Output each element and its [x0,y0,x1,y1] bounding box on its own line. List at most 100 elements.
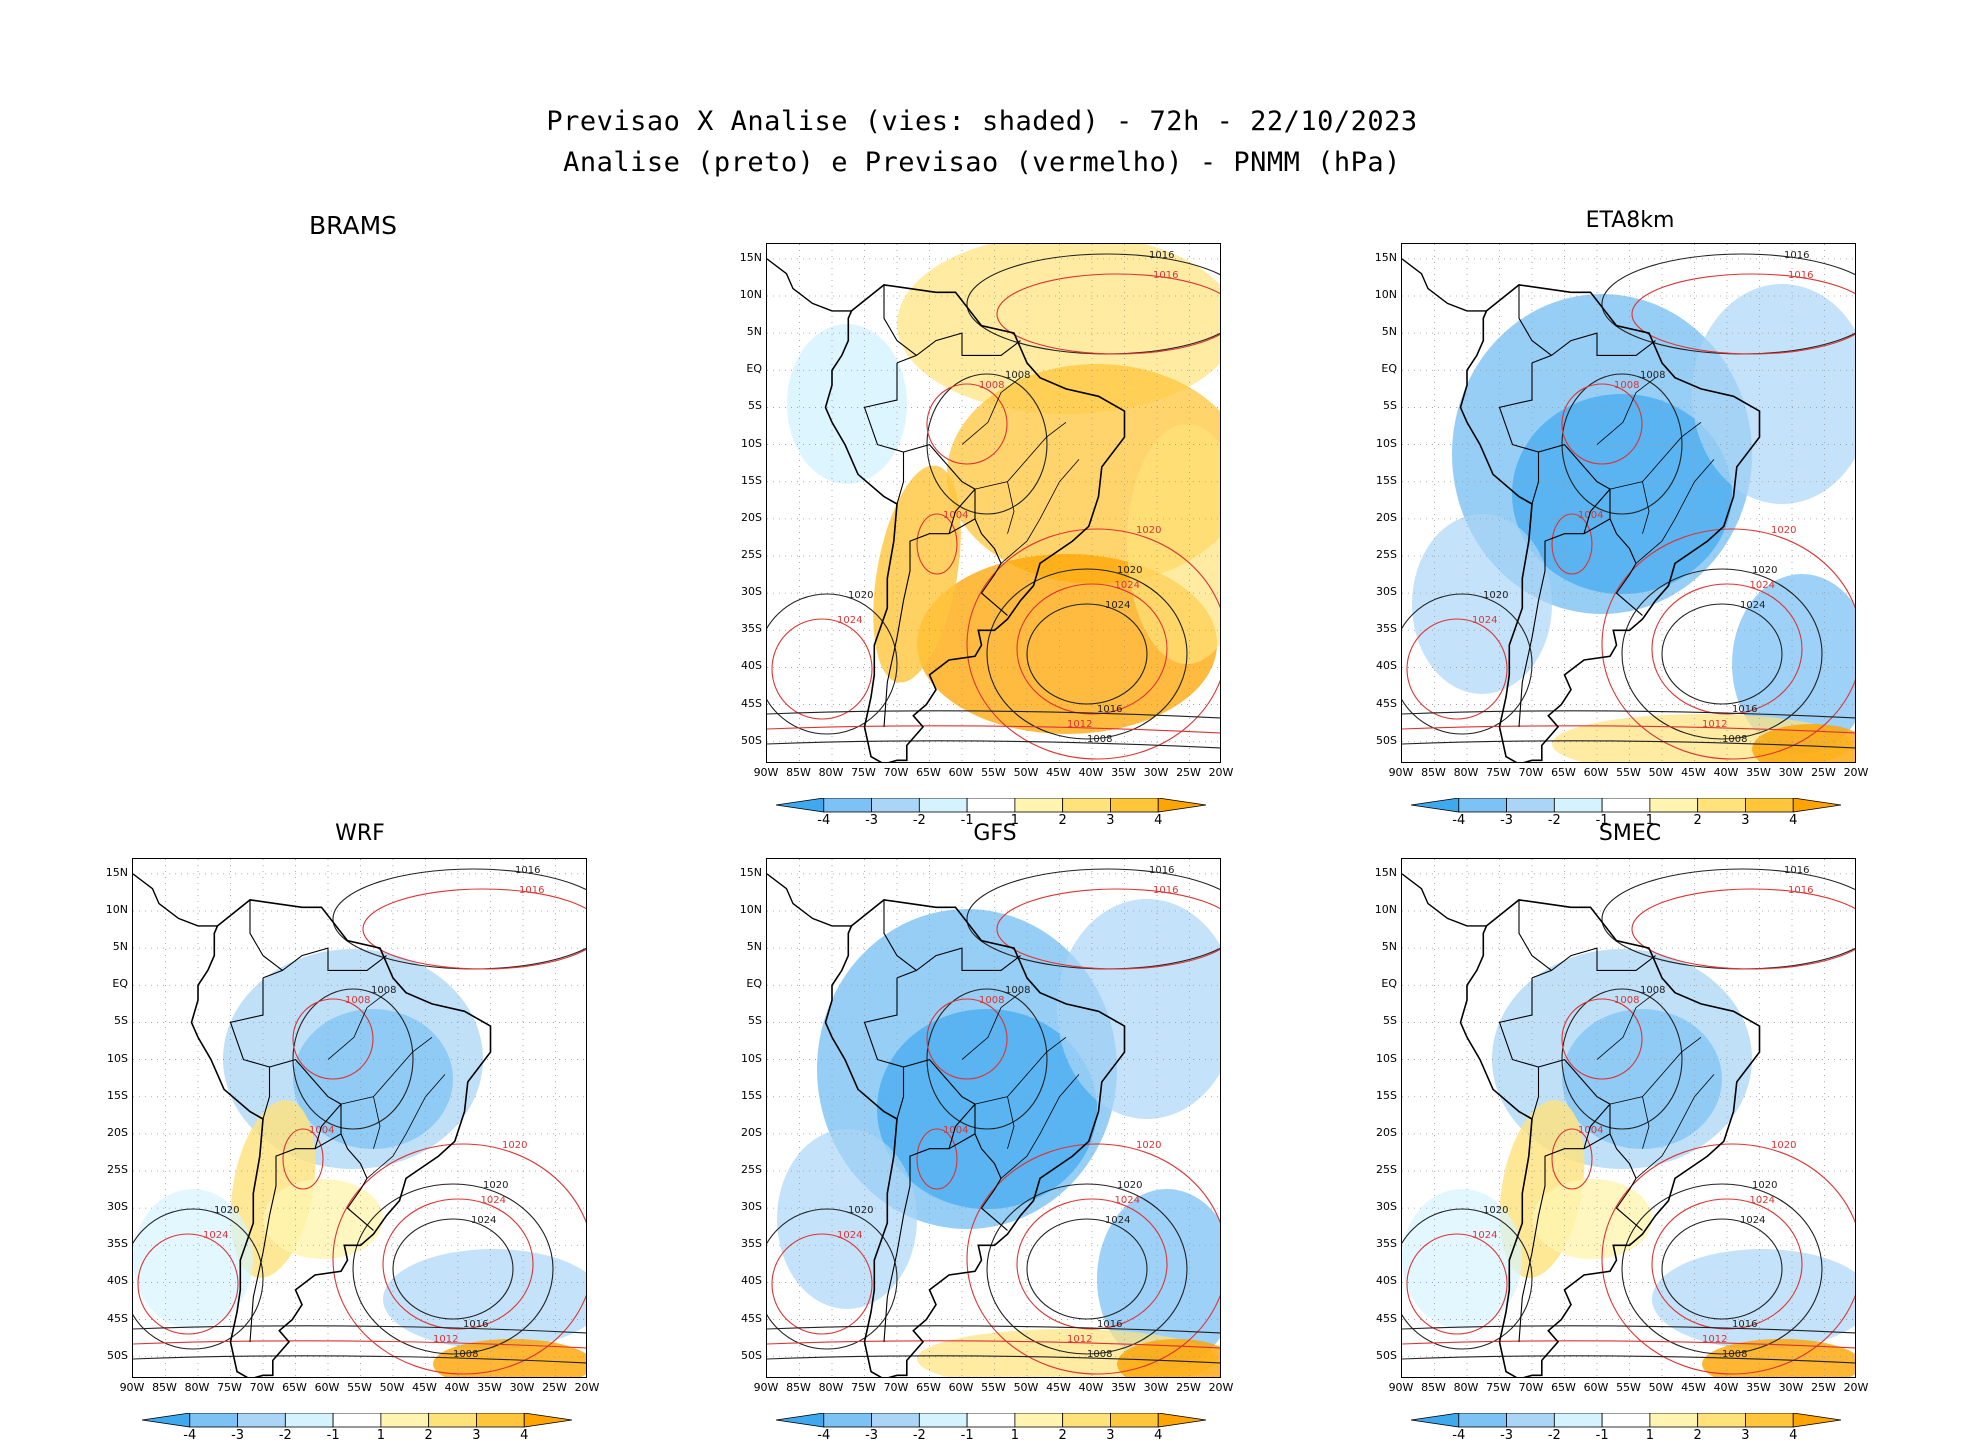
colorbar-label: 3 [1741,813,1750,828]
country-border [903,443,976,519]
country-border [863,977,905,1120]
state-border [1007,1096,1015,1149]
isobar-label: 1008 [1087,1349,1112,1360]
isobar-contour [1551,1128,1593,1190]
state-border [1007,481,1015,534]
label-gfs: GFS [973,821,1017,846]
longitude-label: 75W [217,1381,242,1394]
isobar-label: 1024 [1740,1215,1765,1226]
label-wrf: WRF [335,821,385,846]
state-border [961,992,1021,1060]
longitude-label: 75W [1486,1381,1511,1394]
longitude-label: 85W [1421,766,1446,779]
longitude-label: 45W [412,1381,437,1394]
colorbar-segment [1458,798,1507,813]
colorbar-segment [823,798,872,813]
isobar-contour [1402,1340,1855,1349]
colorbar-segment [189,1413,238,1428]
bias-shade [133,1189,253,1329]
longitude-label: 65W [1551,766,1576,779]
latitude-label: 15S [107,1088,128,1102]
colorbar-segment [1601,798,1651,813]
state-border [366,1074,446,1179]
isobar-label: 1020 [1752,1180,1777,1191]
isobar-label: 1020 [1771,525,1796,536]
longitude-label: 35W [477,1381,502,1394]
isobar-contour [1402,725,1855,734]
isobar-contour [352,1183,554,1355]
isobar-contour [767,1355,1220,1364]
longitude-label: 70W [249,1381,275,1394]
colorbar-label: 4 [1789,813,1798,828]
latitude-label: 35S [1376,622,1397,636]
isobar-contour [292,988,414,1130]
longitude-label: 80W [818,766,844,779]
isobar-label: 1024 [1115,580,1140,591]
colorbar-segment [966,1413,1016,1428]
longitude-label: 50W [1648,1381,1674,1394]
coastline [1459,284,1761,762]
state-border [1642,1096,1650,1149]
country-border [1531,332,1656,364]
latitude-label: 10N [1374,288,1397,301]
isobar-label: 1020 [1117,1180,1142,1191]
longitude-label: 60W [314,1381,340,1394]
isobar-contour [771,1233,873,1335]
isobar-label: 1024 [481,1195,506,1206]
colorbar [1411,1413,1842,1428]
colorbar-segment [1506,1413,1555,1428]
isobar-contour [1402,710,1855,719]
state-border [1000,459,1080,564]
bias-shade [1702,1339,1855,1377]
colorbar-segment [1110,798,1159,813]
country-border [1498,362,1540,505]
isobar-contour [1561,998,1643,1080]
longitude-label: 75W [851,766,876,779]
isobar-contour [996,888,1220,970]
isobar-contour [767,725,1220,734]
longitude-label: 30W [1778,1381,1804,1394]
isobar-label: 1020 [1752,565,1777,576]
longitude-label: 25W [1176,766,1201,779]
latitude-label: 45S [741,696,762,710]
latitude-label: 5N [746,940,762,954]
map-canvas: 1024102010241020102010241016101210081008… [1402,859,1855,1377]
latitude-label: 15S [1376,473,1397,487]
isobar-label: 1012 [1702,1334,1727,1345]
isobar-label: 1020 [502,1140,527,1151]
country-border [883,284,917,356]
longitude-label: 35W [1111,766,1136,779]
state-border [1609,1036,1702,1105]
longitude-label: 80W [818,1381,844,1394]
map-canvas: 1024102010241020102010241016101210081008… [133,859,586,1377]
isobar-contour [926,383,1008,465]
state-border [1000,1074,1080,1179]
isobar-contour [1026,603,1148,705]
latitude-label: 20S [741,510,762,524]
colorbar-segment [1697,1413,1746,1428]
isobar-contour [1621,568,1823,740]
state-border [961,377,1021,445]
colorbar-label: 3 [1106,813,1115,828]
isobar-label: 1024 [1750,1195,1775,1206]
isobar-contour [292,998,374,1080]
isobar-contour [1551,513,1593,575]
colorbar-label: -2 [912,813,926,828]
isobar-label: 1020 [214,1205,239,1216]
isobar-label: 1004 [943,510,968,521]
isobar-contour [133,1208,264,1350]
longitude-label: 80W [1453,1381,1479,1394]
state-border [974,421,1067,490]
isobar-contour [767,1208,898,1350]
latitude-label: 25S [1376,1163,1397,1176]
coastline-central-america [133,873,218,927]
isobar-label: 1016 [1784,865,1809,876]
isobar-contour [1661,1218,1783,1320]
isobar-contour [966,528,1220,760]
colorbar-segment [1745,798,1794,813]
longitude-label: 60W [948,1381,974,1394]
country-border [1583,1103,1611,1149]
isobar-contour [1016,1198,1168,1330]
longitude-label: 55W [981,766,1006,779]
isobar-label: 1008 [1005,370,1030,381]
